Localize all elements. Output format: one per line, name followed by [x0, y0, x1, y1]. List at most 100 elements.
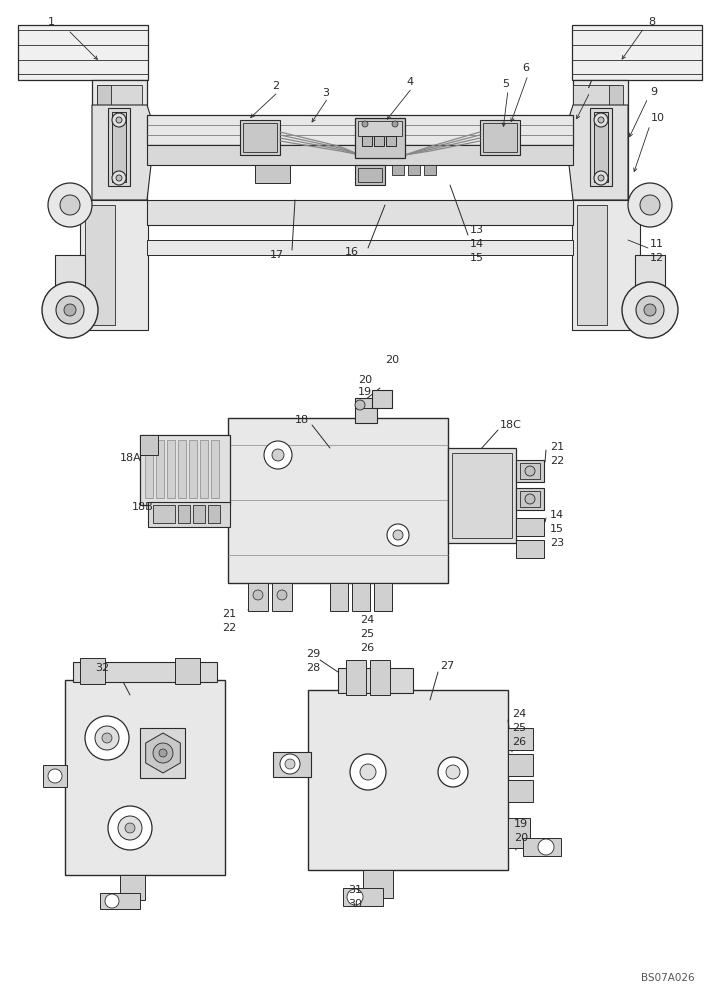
Bar [112, 112, 126, 182]
Circle shape [60, 195, 80, 215]
Circle shape [118, 816, 142, 840]
Text: 24: 24 [512, 709, 526, 719]
Circle shape [355, 400, 365, 410]
Circle shape [622, 282, 678, 338]
Bar [573, 85, 618, 110]
Bar [55, 255, 85, 310]
Bar [243, 123, 277, 152]
Bar [228, 418, 448, 583]
Bar [140, 435, 158, 455]
Circle shape [48, 183, 92, 227]
Bar [516, 460, 544, 482]
Bar [480, 120, 520, 155]
Bar [372, 390, 392, 408]
Circle shape [112, 171, 126, 185]
Bar [80, 658, 105, 684]
Bar [272, 583, 292, 611]
Bar [92, 80, 147, 240]
Text: 13: 13 [470, 225, 484, 235]
Bar [178, 440, 186, 498]
Bar [516, 540, 544, 558]
Bar [392, 165, 404, 175]
Bar [452, 453, 512, 538]
Circle shape [360, 764, 376, 780]
Circle shape [525, 466, 535, 476]
Circle shape [393, 530, 403, 540]
Bar [140, 435, 230, 505]
Bar [577, 205, 607, 325]
Bar [374, 583, 392, 611]
Bar [516, 518, 544, 536]
Bar [520, 463, 540, 479]
Text: 20: 20 [514, 833, 528, 843]
Text: 18A: 18A [120, 453, 142, 463]
Bar [362, 136, 372, 146]
Bar [355, 118, 405, 158]
Circle shape [112, 113, 126, 127]
Text: 15: 15 [550, 524, 564, 534]
Bar [572, 25, 702, 80]
Bar [358, 168, 382, 182]
Text: 20: 20 [358, 375, 372, 385]
Bar [100, 893, 140, 909]
Circle shape [350, 754, 386, 790]
Text: 31: 31 [348, 885, 362, 895]
Text: 12: 12 [650, 253, 664, 263]
Bar [43, 765, 67, 787]
Circle shape [362, 121, 368, 127]
Bar [374, 136, 384, 146]
Bar [308, 690, 508, 870]
Bar [145, 440, 153, 498]
Bar [148, 502, 230, 527]
Text: 32: 32 [95, 663, 109, 673]
Text: BS07A026: BS07A026 [642, 973, 695, 983]
Text: 1: 1 [48, 17, 55, 27]
Text: 11: 11 [650, 239, 664, 249]
Circle shape [387, 524, 409, 546]
Text: 22: 22 [222, 623, 236, 633]
Bar [200, 440, 208, 498]
Text: 18: 18 [295, 415, 309, 425]
Text: 29: 29 [306, 649, 320, 659]
Bar [523, 838, 561, 856]
Circle shape [48, 769, 62, 783]
Bar [573, 80, 628, 240]
Circle shape [594, 113, 608, 127]
Bar [85, 205, 115, 325]
Bar [408, 165, 420, 175]
Text: 26: 26 [512, 737, 526, 747]
Bar [483, 123, 517, 152]
Bar [240, 120, 280, 155]
Bar [208, 505, 220, 523]
Bar [211, 440, 219, 498]
Circle shape [347, 889, 363, 905]
Bar [108, 108, 130, 186]
Circle shape [159, 749, 167, 757]
Circle shape [125, 823, 135, 833]
Text: 5: 5 [502, 79, 509, 89]
Text: 9: 9 [650, 87, 657, 97]
Text: 6: 6 [522, 63, 529, 73]
Text: 19: 19 [358, 387, 372, 397]
Bar [355, 165, 385, 185]
Circle shape [636, 296, 664, 324]
Bar [175, 658, 200, 684]
Bar [572, 200, 640, 330]
Bar [273, 752, 311, 777]
Circle shape [42, 282, 98, 338]
Bar [609, 85, 623, 110]
Text: 26: 26 [360, 643, 374, 653]
Text: 19: 19 [514, 819, 528, 829]
Circle shape [85, 716, 129, 760]
Polygon shape [565, 105, 628, 200]
Text: 30: 30 [348, 899, 362, 909]
Bar [147, 200, 573, 225]
Circle shape [640, 195, 660, 215]
Bar [330, 583, 348, 611]
Text: 28: 28 [306, 663, 320, 673]
Text: 18C: 18C [500, 420, 522, 430]
Bar [147, 145, 573, 165]
Polygon shape [92, 105, 155, 200]
Circle shape [105, 894, 119, 908]
Circle shape [116, 175, 122, 181]
